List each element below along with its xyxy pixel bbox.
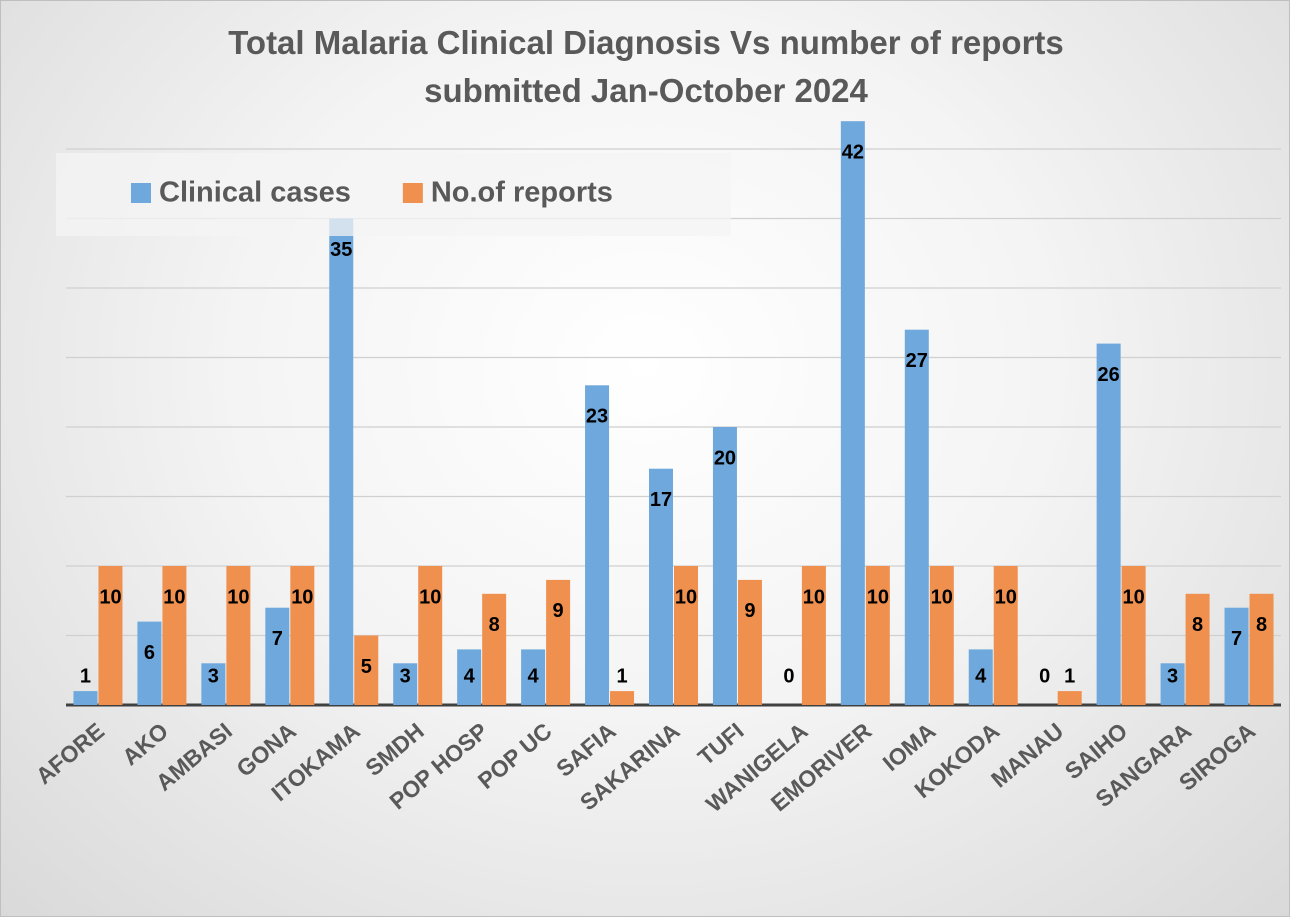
- data-label: 20: [714, 447, 736, 469]
- data-label: 3: [208, 665, 219, 687]
- bar: [329, 218, 354, 705]
- bar: [1185, 593, 1210, 705]
- data-label: 1: [616, 665, 627, 687]
- data-label: 0: [783, 665, 794, 687]
- bar: [98, 566, 123, 705]
- bar: [649, 468, 673, 705]
- bar: [968, 649, 993, 705]
- bar: [993, 566, 1018, 705]
- bar: [1224, 607, 1249, 705]
- legend-box: [56, 153, 731, 236]
- data-label: 8: [1192, 614, 1203, 636]
- data-label: 10: [675, 586, 697, 608]
- bar: [546, 579, 571, 705]
- x-tick-label: TUFI: [693, 718, 749, 771]
- data-label: 35: [330, 239, 352, 261]
- bar: [201, 663, 226, 705]
- chart-title: Total Malaria Clinical Diagnosis Vs numb…: [228, 24, 1064, 109]
- data-label: 1: [80, 665, 91, 687]
- bar: [457, 649, 482, 705]
- bar: [801, 566, 826, 705]
- bar: [354, 635, 379, 705]
- bar: [137, 621, 162, 705]
- data-label: 10: [291, 586, 313, 608]
- legend-label: No.of reports: [431, 177, 613, 209]
- bar: [1249, 593, 1274, 705]
- data-label: 10: [867, 586, 889, 608]
- data-label: 6: [144, 642, 155, 664]
- data-label: 10: [931, 586, 953, 608]
- bar: [290, 566, 315, 705]
- bar: [265, 607, 290, 705]
- legend-swatch: [131, 183, 151, 203]
- data-label: 26: [1098, 364, 1120, 386]
- bar: [418, 566, 443, 705]
- data-label: 10: [1123, 586, 1145, 608]
- bar: [393, 663, 418, 705]
- bar: [482, 593, 507, 705]
- data-label: 42: [842, 141, 864, 163]
- data-label: 0: [1039, 665, 1050, 687]
- data-label: 10: [995, 586, 1017, 608]
- bar: [840, 121, 865, 705]
- data-label: 10: [99, 586, 121, 608]
- bar: [929, 566, 954, 705]
- bar: [585, 385, 610, 705]
- bar: [1160, 663, 1185, 705]
- data-label: 27: [906, 350, 928, 372]
- x-tick-label: AKO: [117, 718, 173, 771]
- legend-swatch: [402, 183, 423, 203]
- data-label: 8: [489, 614, 500, 636]
- data-label: 10: [419, 586, 441, 608]
- bar: [162, 566, 187, 705]
- data-label: 7: [272, 628, 283, 650]
- data-label: 1: [1064, 665, 1075, 687]
- data-label: 4: [528, 665, 540, 687]
- data-label: 23: [586, 406, 608, 428]
- data-label: 10: [227, 586, 249, 608]
- data-label: 8: [1256, 614, 1267, 636]
- bar: [73, 691, 98, 705]
- bar: [610, 691, 635, 705]
- data-label: 3: [400, 665, 411, 687]
- bar: [226, 566, 251, 705]
- x-tick-label: MANAU: [986, 718, 1068, 793]
- bar: [712, 427, 737, 705]
- data-label: 3: [1167, 665, 1178, 687]
- data-label: 10: [163, 586, 185, 608]
- bar: [521, 649, 546, 705]
- data-label: 4: [975, 665, 987, 687]
- bar: [737, 579, 762, 705]
- bar: [865, 566, 890, 705]
- data-label: 9: [553, 600, 564, 622]
- data-label: 7: [1231, 628, 1242, 650]
- bar: [674, 566, 698, 705]
- data-label: 17: [650, 489, 672, 511]
- x-tick-label: AFORE: [31, 718, 109, 790]
- data-label: 10: [803, 586, 825, 608]
- legend: Clinical cases No.of reports: [56, 153, 731, 236]
- data-label: 5: [361, 656, 372, 678]
- data-label: 4: [464, 665, 476, 687]
- bar: [1096, 343, 1121, 705]
- bar: [1121, 566, 1146, 705]
- bar: [904, 329, 929, 705]
- bar: [1057, 691, 1082, 705]
- legend-label: Clinical cases: [159, 177, 351, 209]
- data-label: 9: [744, 600, 755, 622]
